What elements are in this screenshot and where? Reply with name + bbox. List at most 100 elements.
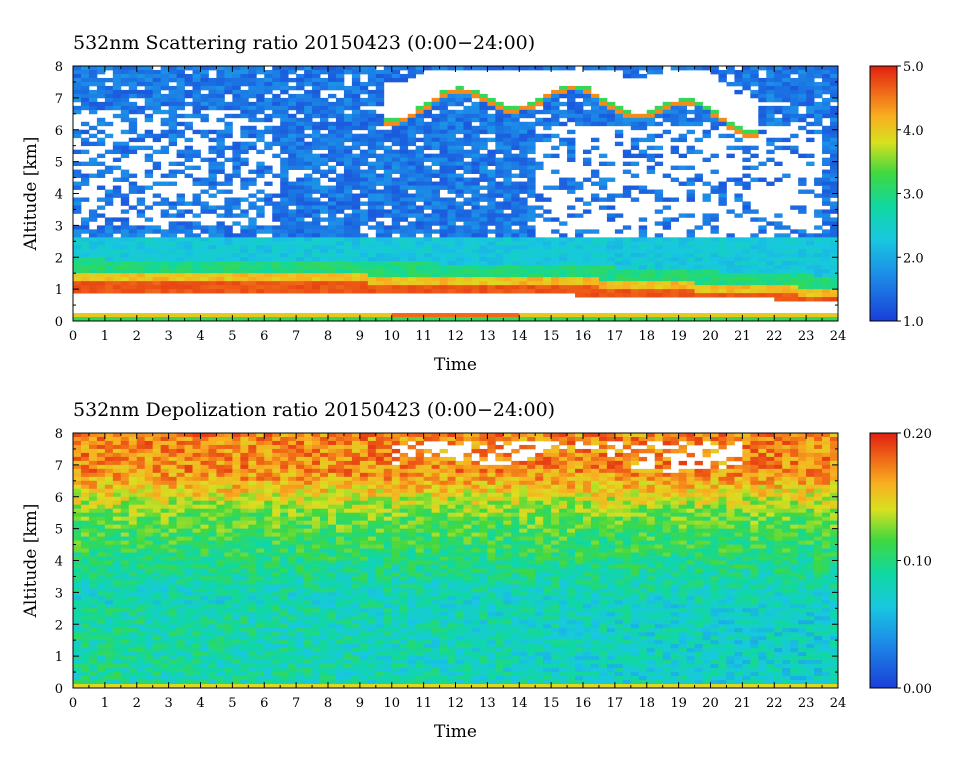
heatmap-cell (750, 217, 759, 222)
heatmap-cell (120, 440, 130, 446)
heatmap-cell (224, 233, 233, 238)
heatmap-cell (622, 436, 632, 442)
heatmap-cell (495, 213, 504, 218)
heatmap-cell (375, 277, 385, 282)
heatmap-cell (224, 225, 233, 230)
heatmap-cell (120, 245, 130, 250)
heatmap-cell (471, 460, 480, 466)
heatmap-cell (264, 129, 273, 135)
heatmap-cell (439, 209, 448, 214)
heatmap-cell (168, 181, 177, 186)
heatmap-cell (216, 460, 225, 466)
heatmap-cell (312, 233, 321, 238)
heatmap-cell (527, 205, 536, 210)
heatmap-cell (590, 293, 600, 298)
heatmap-cell (511, 261, 520, 266)
heatmap-cell (375, 69, 385, 75)
heatmap-cell (686, 233, 695, 238)
heatmap-cell (431, 66, 440, 71)
heatmap-cell (248, 133, 257, 139)
heatmap-cell (272, 285, 281, 290)
heatmap-cell (335, 229, 345, 234)
heatmap-cell (264, 273, 273, 278)
heatmap-cell (822, 317, 831, 322)
heatmap-cell (487, 229, 496, 234)
heatmap-cell (335, 125, 345, 131)
heatmap-cell (638, 433, 648, 438)
heatmap-cell (590, 265, 600, 270)
heatmap-cell (104, 233, 114, 238)
heatmap-cell (152, 265, 162, 270)
heatmap-cell (742, 289, 751, 294)
heatmap-cell (359, 464, 369, 470)
heatmap-cell (590, 66, 600, 71)
heatmap-cell (383, 165, 393, 170)
heatmap-cell (88, 93, 98, 99)
heatmap-cell (455, 97, 464, 103)
heatmap-cell (734, 277, 743, 282)
heatmap-cell (224, 101, 233, 107)
heatmap-cell (399, 177, 409, 182)
heatmap-cell (73, 456, 82, 462)
colorbar-tick-label: 3.0 (903, 188, 924, 203)
heatmap-cell (630, 66, 640, 71)
heatmap-cell (471, 101, 480, 107)
heatmap-cell (240, 281, 249, 286)
heatmap-cell (726, 66, 735, 71)
heatmap-cell (479, 197, 488, 202)
heatmap-cell (168, 201, 177, 206)
heatmap-cell (495, 464, 504, 470)
heatmap-cell (782, 277, 791, 282)
heatmap-cell (208, 456, 217, 462)
heatmap-cell (463, 217, 472, 222)
heatmap-cell (367, 213, 377, 218)
heatmap-cell (304, 245, 313, 250)
heatmap-cell (511, 173, 520, 178)
heatmap-cell (790, 433, 799, 438)
heatmap-cell (678, 113, 687, 119)
heatmap-cell (144, 157, 154, 163)
heatmap-cell (471, 436, 480, 442)
heatmap-cell (152, 285, 162, 290)
heatmap-cell (272, 273, 281, 278)
heatmap-cell (694, 237, 703, 242)
heatmap-cell (391, 193, 401, 198)
heatmap-cell (351, 125, 361, 131)
heatmap-cell (551, 261, 560, 266)
heatmap-cell (798, 101, 807, 107)
heatmap-cell (583, 464, 592, 470)
heatmap-cell (431, 129, 440, 135)
heatmap-cell (614, 452, 624, 458)
heatmap-cell (264, 436, 273, 442)
heatmap-cell (335, 233, 345, 238)
heatmap-cell (487, 436, 496, 442)
heatmap-cell (351, 253, 361, 258)
heatmap-cell (734, 285, 743, 290)
heatmap-cell (120, 73, 130, 79)
heatmap-cell (248, 313, 257, 318)
heatmap-cell (367, 249, 377, 254)
heatmap-cell (176, 281, 185, 286)
heatmap-cell (471, 193, 480, 198)
heatmap-cell (758, 313, 767, 318)
heatmap-cell (822, 444, 831, 450)
heatmap-cell (830, 221, 839, 226)
heatmap-cell (224, 197, 233, 202)
heatmap-cell (431, 197, 440, 202)
heatmap-cell (256, 277, 265, 282)
heatmap-cell (280, 141, 289, 147)
heatmap-cell (431, 161, 440, 167)
heatmap-cell (88, 81, 98, 87)
heatmap-cell (256, 101, 265, 107)
heatmap-cell (622, 193, 632, 198)
heatmap-cell (112, 444, 122, 450)
heatmap-cell (527, 101, 536, 107)
heatmap-cell (280, 69, 289, 75)
heatmap-cell (830, 448, 839, 454)
heatmap-cell (750, 69, 759, 75)
heatmap-cell (192, 149, 201, 155)
heatmap-cell (216, 257, 225, 262)
heatmap-cell (774, 233, 783, 238)
heatmap-cell (264, 452, 273, 458)
heatmap-cell (120, 149, 130, 155)
